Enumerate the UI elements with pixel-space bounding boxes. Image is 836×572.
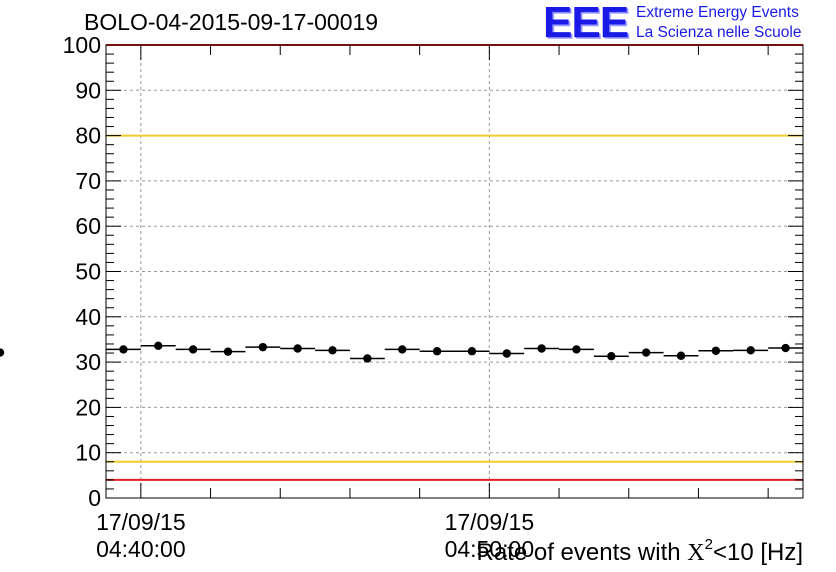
reference-lines: [106, 44, 803, 481]
x-tick-label-date: 17/09/15: [96, 509, 186, 535]
logo-line-1: Extreme Energy Events: [636, 4, 799, 21]
chart-title: BOLO-04-2015-09-17-00019: [84, 9, 379, 35]
y-tick-label: 20: [75, 394, 101, 420]
y-tick-label: 40: [75, 304, 101, 330]
x-tick-label-time: 04:40:00: [96, 536, 186, 562]
eee-logo: EEE Extreme Energy Events La Scienza nel…: [543, 0, 833, 47]
data-point: [432, 347, 442, 356]
y-tick-label: 70: [75, 168, 101, 194]
data-point: [746, 346, 755, 355]
data-point: [676, 351, 686, 360]
data-point: [467, 347, 477, 356]
data-point: [607, 352, 616, 361]
x-axis-label-exp: 2: [704, 536, 713, 553]
y-tick-label: 100: [63, 32, 101, 58]
y-tick-label: 60: [75, 213, 101, 239]
grid: [106, 45, 803, 498]
x-axis-label-chi: X: [687, 540, 705, 566]
y-tick-label: 30: [75, 349, 101, 375]
y-tick-label: 50: [75, 259, 101, 285]
x-tick-label-date: 17/09/15: [445, 509, 535, 535]
data-point: [398, 345, 407, 354]
data-point: [293, 344, 302, 353]
data-point: [223, 347, 233, 356]
data-point: [363, 354, 372, 363]
data-point: [258, 342, 268, 352]
data-point: [502, 349, 511, 358]
data-point: [537, 344, 546, 353]
data-point: [781, 343, 790, 353]
x-axis-label-prefix: Rate of events with: [476, 539, 688, 566]
data-point: [711, 346, 721, 355]
y-tick-label: 0: [88, 485, 101, 511]
data-point: [572, 345, 581, 354]
data-point: [328, 346, 337, 355]
data-point: [154, 341, 163, 350]
data-point: [188, 345, 198, 354]
x-tick-label-time: 04:50:00: [445, 536, 535, 562]
data-point: [119, 345, 128, 354]
logo-mark: EEE: [543, 0, 629, 47]
y-tick-label: 80: [75, 123, 101, 149]
data-point: [641, 348, 651, 357]
data-point: [0, 348, 5, 357]
data-points: [0, 341, 803, 363]
logo-line-2: La Scienza nelle Scuole: [636, 24, 802, 41]
y-tick-label: 10: [75, 440, 101, 466]
x-axis-label-suffix: <10 [Hz]: [712, 539, 803, 566]
y-tick-label: 90: [75, 77, 101, 103]
x-axis-label: Rate of events with X2<10 [Hz]: [476, 536, 803, 567]
y-axis: 0 10 20 30 40 50 60 70 80 90 100: [63, 32, 803, 511]
